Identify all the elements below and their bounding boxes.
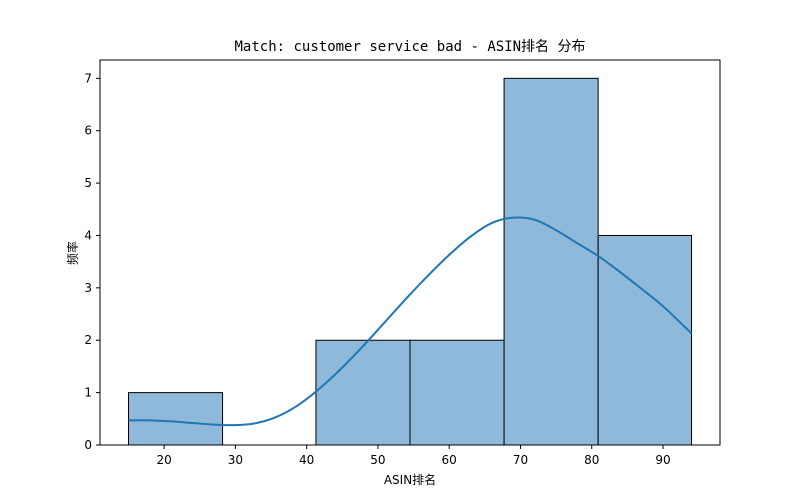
histogram-bar-0 [128, 392, 224, 446]
y-axis-ticks: 0 1 2 3 4 5 6 7 [84, 71, 100, 452]
bars-layer [128, 77, 692, 446]
x-axis-ticks: 20 30 40 50 60 70 80 90 [156, 445, 671, 467]
histogram-bar-2 [315, 339, 411, 446]
y-tick-label: 2 [84, 333, 92, 347]
x-axis-label: ASIN排名 [384, 472, 436, 487]
x-tick-label: 40 [299, 453, 314, 467]
x-tick-label: 60 [442, 453, 457, 467]
x-tick-label: 80 [584, 453, 599, 467]
x-tick-label: 90 [655, 453, 670, 467]
histogram-bar-5 [597, 234, 692, 446]
plot-frame [99, 59, 721, 446]
kde-line [128, 216, 693, 427]
histogram-bar-3 [409, 339, 505, 446]
y-tick-label: 7 [84, 71, 92, 85]
histogram-bar-4 [503, 77, 599, 446]
chart-title: Match: customer service bad - ASIN排名 分布 [234, 39, 585, 55]
y-tick-label: 1 [84, 386, 92, 400]
x-tick-label: 30 [228, 453, 243, 467]
x-tick-label: 50 [370, 453, 385, 467]
x-tick-label: 70 [513, 453, 528, 467]
y-tick-label: 3 [84, 281, 92, 295]
y-axis-label: 频率 [65, 241, 80, 265]
y-tick-label: 0 [84, 438, 92, 452]
y-tick-label: 6 [84, 124, 92, 138]
y-tick-label: 5 [84, 176, 92, 190]
y-tick-label: 4 [84, 228, 92, 242]
x-tick-label: 20 [156, 453, 171, 467]
